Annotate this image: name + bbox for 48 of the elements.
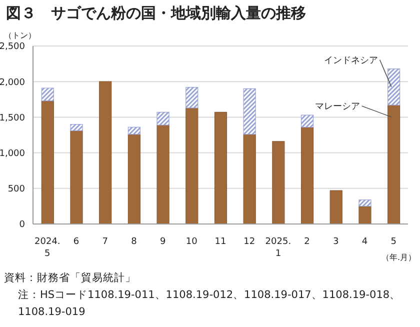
- y-tick-label: 0: [19, 220, 26, 230]
- x-tick-label: 2: [304, 237, 310, 247]
- bar: [300, 114, 314, 128]
- y-tick-label: 500: [8, 184, 26, 195]
- y-axis-title: （トン）: [4, 30, 36, 41]
- series-label: インドネシア: [324, 56, 378, 66]
- bar: [243, 88, 256, 135]
- x-axis-title: （年.月）: [381, 252, 416, 263]
- bar: [156, 124, 170, 224]
- x-tick-label: 2024. 5: [34, 237, 60, 259]
- x-tick-label: 11: [214, 237, 226, 247]
- y-tick-label: 2,000: [0, 78, 26, 88]
- x-tick-label: 4: [362, 237, 368, 247]
- x-tick-label: 2025. 1: [265, 237, 292, 259]
- x-tick-label: 7: [102, 237, 108, 247]
- bar: [214, 112, 228, 224]
- bar: [330, 190, 342, 224]
- bar: [358, 206, 372, 224]
- bar: [128, 126, 140, 135]
- x-tick-label: 12: [244, 237, 256, 247]
- bar: [128, 134, 140, 224]
- y-tick-label: 1,500: [0, 113, 26, 124]
- x-tick-label: 9: [160, 237, 166, 247]
- chart-title: 図３ サゴでん粉の国・地域別輸入量の推移: [6, 4, 306, 23]
- series-label: マレーシア: [314, 102, 360, 112]
- bar: [99, 81, 112, 224]
- x-tick-label: 8: [131, 237, 138, 247]
- bar: [388, 68, 400, 106]
- bar: [388, 104, 400, 224]
- bar: [156, 112, 170, 126]
- bar: [70, 124, 83, 132]
- bar: [186, 86, 198, 108]
- x-tick-label: 6: [73, 237, 80, 247]
- x-tick-label: 5: [390, 237, 396, 247]
- bar: [70, 130, 83, 224]
- bar: [272, 141, 285, 224]
- bar: [41, 88, 54, 102]
- x-tick-label: 3: [333, 237, 339, 247]
- x-tick-label: 10: [186, 237, 198, 247]
- text: 資料：財務省「貿易統計」: [4, 271, 137, 286]
- bar: [186, 108, 198, 224]
- bar: [300, 126, 314, 224]
- bar: [358, 199, 372, 206]
- text: 注：HSコード1108.19-011、1108.19-012、1108.19-017、1108.19-018、1108.19-019: [17, 288, 402, 320]
- y-tick-label: 2,500: [0, 42, 26, 52]
- bar: [41, 100, 54, 224]
- bar: [243, 134, 256, 224]
- y-tick-label: 1,000: [0, 148, 26, 159]
